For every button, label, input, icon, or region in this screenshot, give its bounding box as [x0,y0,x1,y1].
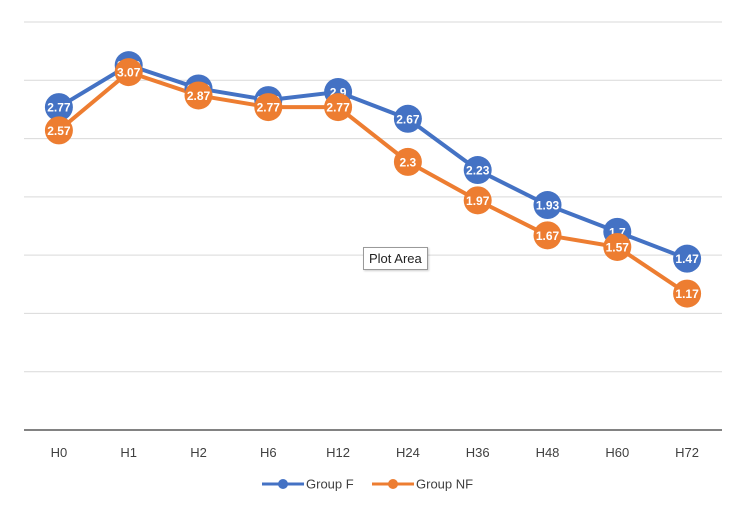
data-label: 1.57 [606,240,630,254]
legend-label: Group F [306,477,354,492]
data-point: 1.67 [533,221,562,250]
x-tick-label: H60 [605,445,629,460]
data-label: 1.93 [536,199,560,213]
point-marker [463,186,492,215]
data-point: 2.77 [254,93,283,122]
data-label: 2.77 [257,101,281,115]
data-label: 1.67 [536,229,560,243]
data-label: 2.77 [326,101,350,115]
point-marker [254,93,283,122]
x-tick-label: H0 [51,445,68,460]
point-marker [463,156,492,185]
data-point: 1.93 [533,191,562,220]
data-point: 2.23 [463,156,492,185]
data-point: 2.77 [44,93,73,122]
data-point: 1.97 [463,186,492,215]
data-label: 1.97 [466,194,490,208]
plot-area-tooltip: Plot Area [363,247,428,270]
series-markers: 2.773.132.932.832.92.672.231.931.71.472.… [44,51,702,308]
data-point: 2.67 [393,104,422,133]
legend-item: Group F [262,477,354,492]
point-marker [44,93,73,122]
point-marker [533,221,562,250]
x-tick-label: H72 [675,445,699,460]
data-label: 2.77 [47,101,71,115]
legend-marker [278,479,288,489]
x-tick-label: H36 [466,445,490,460]
data-point: 1.57 [603,232,632,261]
legend-label: Group NF [416,477,473,492]
point-marker [324,93,353,122]
x-tick-label: H48 [536,445,560,460]
data-point: 1.17 [673,279,702,308]
legend-item: Group NF [372,477,473,492]
data-point: 2.3 [393,147,422,176]
point-marker [184,81,213,110]
x-tick-label: H6 [260,445,277,460]
x-tick-label: H1 [120,445,137,460]
data-label: 2.67 [396,112,420,126]
data-label: 2.23 [466,164,490,178]
x-tick-label: H2 [190,445,207,460]
data-point: 2.77 [324,93,353,122]
data-label: 1.47 [675,252,699,266]
data-point: 2.57 [44,116,73,145]
series-lines [57,63,689,296]
data-label: 2.3 [400,155,417,169]
point-marker [393,104,422,133]
data-label: 1.17 [675,287,699,301]
point-marker [673,244,702,273]
point-marker [44,116,73,145]
series-line [57,70,689,296]
point-marker [603,232,632,261]
point-marker [393,147,422,176]
data-point: 1.47 [673,244,702,273]
legend: Group F Group NF [262,477,473,492]
data-label: 2.87 [187,89,211,103]
data-label: 3.07 [117,66,141,80]
series-line [57,63,688,261]
point-marker [114,58,143,87]
x-axis: H0 H1 H2 H6 H12 H24 H36 H48 H60 H72 [24,429,722,460]
data-point: 2.87 [184,81,213,110]
legend-marker [388,479,398,489]
data-point: 3.07 [114,58,143,87]
x-tick-label: H12 [326,445,350,460]
data-label: 2.57 [47,124,71,138]
x-tick-label: H24 [396,445,420,460]
point-marker [673,279,702,308]
point-marker [533,191,562,220]
